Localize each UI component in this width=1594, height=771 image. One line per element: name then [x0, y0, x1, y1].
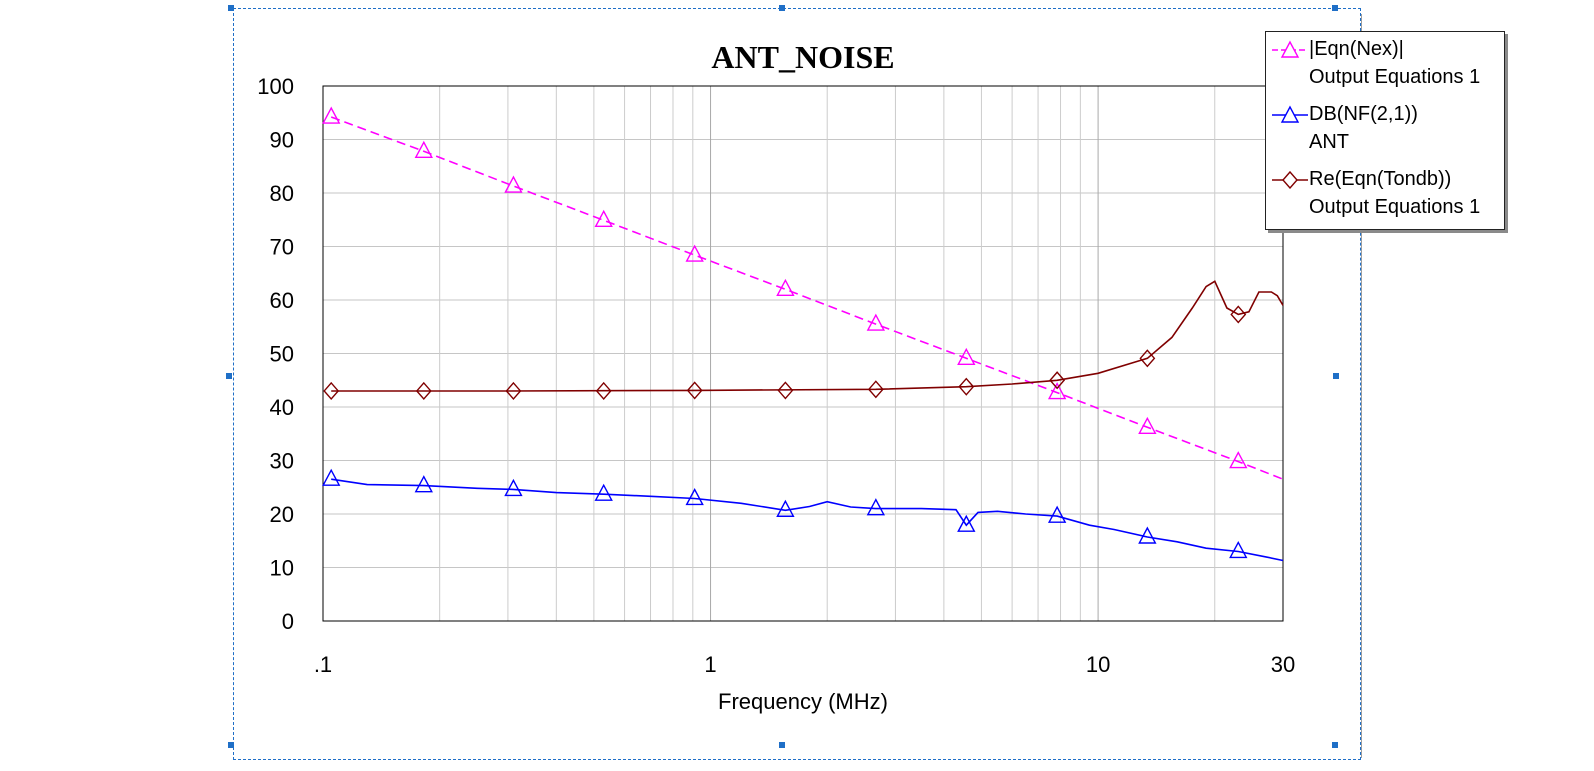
- legend-label-nf: DB(NF(2,1)): [1309, 103, 1418, 125]
- data-marker: [776, 499, 795, 517]
- data-marker: [1230, 305, 1247, 324]
- legend-swatch-nf: [1272, 105, 1308, 123]
- data-marker: [415, 381, 432, 401]
- legend-item-nex: |Eqn(Nex)| Output Equations 1: [1266, 36, 1504, 96]
- legend-swatch-nex: [1272, 40, 1308, 58]
- chart-title: ANT_NOISE: [711, 39, 894, 75]
- resize-handle-top-left[interactable]: [228, 5, 234, 11]
- y-tick-label: 10: [270, 556, 294, 581]
- series-line-2: [331, 478, 1284, 562]
- y-tick-label: 20: [270, 502, 294, 527]
- x-tick-label: 1: [704, 652, 716, 677]
- data-marker: [1138, 526, 1157, 544]
- resize-handle-top-right[interactable]: [1332, 5, 1338, 11]
- x-tick-label: 30: [1271, 652, 1295, 677]
- data-marker: [776, 278, 795, 296]
- legend-sublabel-nex: Output Equations 1: [1309, 66, 1481, 88]
- data-marker: [1229, 451, 1248, 469]
- data-marker: [866, 313, 886, 331]
- data-marker: [505, 381, 522, 401]
- data-marker: [504, 478, 523, 497]
- data-marker: [685, 244, 704, 262]
- data-marker: [1139, 349, 1156, 368]
- data-marker: [1049, 371, 1066, 390]
- resize-handle-bottom-center[interactable]: [779, 742, 785, 748]
- x-tick-label: 10: [1086, 652, 1110, 677]
- resize-handle-bottom-left[interactable]: [228, 742, 234, 748]
- data-marker: [1229, 540, 1248, 559]
- series-3: [323, 280, 1284, 401]
- y-tick-label: 30: [270, 449, 294, 474]
- resize-handle-bottom-right[interactable]: [1332, 742, 1338, 748]
- data-marker: [594, 209, 613, 227]
- x-axis-ticks: .1 1 10 30: [314, 652, 1295, 677]
- data-marker: [686, 381, 703, 400]
- chart-grid: [323, 86, 1283, 621]
- y-tick-label: 100: [257, 74, 294, 99]
- y-tick-label: 50: [270, 342, 294, 367]
- series-layer: [322, 106, 1284, 562]
- data-marker: [414, 475, 433, 493]
- resize-handle-middle-right[interactable]: [1333, 373, 1339, 379]
- series-line-3: [331, 280, 1284, 392]
- data-marker: [504, 175, 523, 193]
- legend-item-nf: DB(NF(2,1)) ANT: [1266, 101, 1504, 161]
- data-marker: [595, 381, 612, 401]
- legend-label-tondb: Re(Eqn(Tondb)): [1309, 168, 1452, 190]
- resize-handle-top-center[interactable]: [779, 5, 785, 11]
- data-marker: [957, 347, 976, 366]
- y-tick-label: 90: [270, 128, 294, 153]
- data-marker: [323, 381, 340, 401]
- data-marker: [957, 514, 976, 532]
- data-marker: [1047, 382, 1067, 400]
- resize-handle-middle-left[interactable]: [226, 373, 232, 379]
- data-marker: [1138, 416, 1157, 435]
- x-axis-label: Frequency (MHz): [718, 689, 888, 714]
- legend-marker: [1282, 170, 1298, 189]
- data-marker: [414, 140, 433, 158]
- series-1: [322, 106, 1284, 480]
- series-2: [322, 468, 1284, 562]
- y-tick-label: 80: [270, 181, 294, 206]
- data-marker: [594, 483, 613, 501]
- legend-sublabel-nf: ANT: [1309, 131, 1349, 153]
- x-tick-label: .1: [314, 652, 332, 677]
- y-axis-ticks: 0 10 20 30 40 50 60 70 80 90 100: [257, 74, 294, 634]
- data-marker: [958, 377, 975, 396]
- legend-label-nex: |Eqn(Nex)|: [1309, 38, 1404, 60]
- legend-marker: [1280, 105, 1300, 123]
- plot-area-border: [322, 85, 1284, 622]
- legend-sublabel-tondb: Output Equations 1: [1309, 196, 1481, 218]
- y-tick-label: 0: [282, 609, 294, 634]
- data-marker: [322, 106, 341, 124]
- chart-legend[interactable]: |Eqn(Nex)| Output Equations 1 DB(NF(2,1)…: [1265, 31, 1505, 230]
- series-line-1: [330, 116, 1284, 480]
- graph-window[interactable]: [233, 8, 1361, 760]
- data-marker: [777, 381, 794, 400]
- data-marker: [685, 487, 704, 506]
- data-marker: [1047, 505, 1067, 523]
- legend-item-tondb: Re(Eqn(Tondb)) Output Equations 1: [1266, 166, 1504, 226]
- y-tick-label: 60: [270, 288, 294, 313]
- data-marker: [867, 380, 884, 399]
- legend-marker: [1280, 40, 1300, 58]
- data-marker: [322, 468, 341, 486]
- y-tick-label: 70: [270, 235, 294, 260]
- y-tick-label: 40: [270, 395, 294, 420]
- data-marker: [866, 498, 886, 516]
- legend-swatch-tondb: [1272, 170, 1308, 189]
